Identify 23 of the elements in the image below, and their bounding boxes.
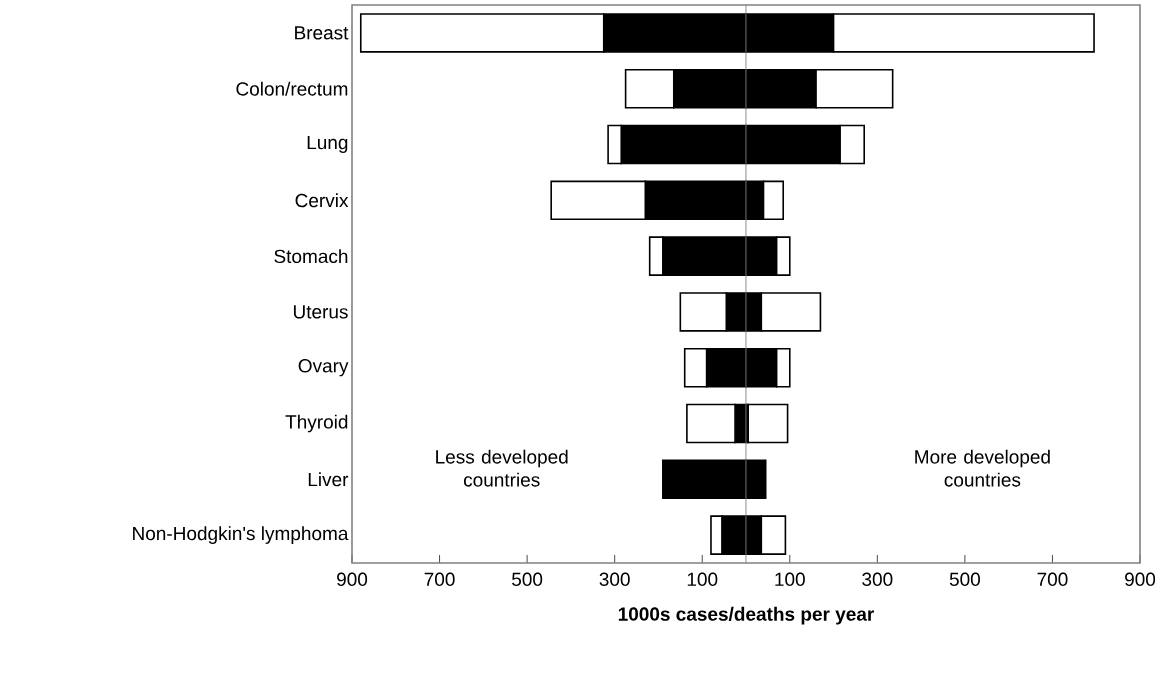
y-tick-label: Thyroid bbox=[285, 414, 348, 433]
annotation: Less developed countries bbox=[436, 449, 568, 487]
y-tick-label: Cervix bbox=[295, 193, 349, 208]
x-tick-label: 500 bbox=[949, 572, 980, 586]
y-tick-label: Liver bbox=[308, 472, 349, 487]
x-tick-label: 700 bbox=[1037, 572, 1068, 586]
x-tick-label: 100 bbox=[687, 572, 718, 586]
y-tick-label: Colon/rectum bbox=[236, 81, 348, 96]
y-tick-label: Breast bbox=[295, 26, 349, 40]
y-tick-label: Ovary bbox=[298, 359, 349, 377]
y-tick-label: Stomach bbox=[274, 249, 348, 264]
x-tick-label: 100 bbox=[775, 572, 805, 586]
x-tick-label: 900 bbox=[337, 572, 368, 586]
x-axis-title: 1000s cases/deaths per year bbox=[618, 606, 874, 625]
y-tick-label: Lung bbox=[307, 136, 348, 154]
x-tick-label: 700 bbox=[424, 572, 455, 586]
y-tick-label: Non-Hodgkin's lymphoma bbox=[133, 526, 349, 544]
x-tick-label: 300 bbox=[599, 572, 630, 586]
x-tick-label: 900 bbox=[1125, 572, 1156, 586]
y-tick-label: Uterus bbox=[293, 305, 348, 319]
annotation: More developed countries bbox=[915, 449, 1050, 487]
x-tick-label: 500 bbox=[512, 572, 543, 586]
x-tick-label: 300 bbox=[862, 572, 893, 586]
